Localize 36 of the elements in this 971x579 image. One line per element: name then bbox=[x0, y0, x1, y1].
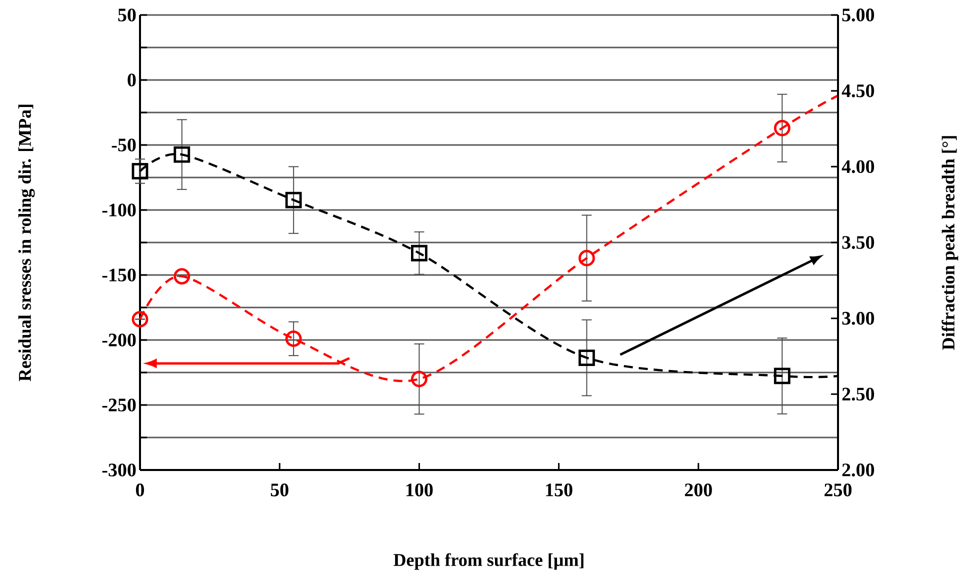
x-tick-label: 50 bbox=[270, 484, 288, 496]
y2-tick-label: 2.50 bbox=[842, 388, 874, 401]
y2-tick-label: 3.00 bbox=[842, 312, 874, 325]
x-tick-label: 200 bbox=[684, 484, 712, 496]
x-tick-label: 100 bbox=[406, 484, 433, 496]
point bbox=[285, 330, 302, 347]
point bbox=[411, 244, 428, 262]
y2-axis-title: Diffraction peak breadth [°] bbox=[942, 136, 958, 350]
x-tick-label: 150 bbox=[546, 484, 572, 496]
x-axis-title: Depth from surface [µm] bbox=[394, 553, 584, 570]
x-tick-label: 250 bbox=[824, 484, 852, 496]
point bbox=[285, 192, 302, 208]
point bbox=[174, 146, 190, 163]
y-tick-label: -300 bbox=[102, 464, 136, 476]
y-axis-title: Residual sresses in roling dir. [MPa] bbox=[18, 104, 35, 382]
y2-tick-label: 4.00 bbox=[842, 160, 874, 174]
y-tick-label: 50 bbox=[118, 8, 136, 22]
y2-tick-label: 5.00 bbox=[842, 8, 874, 22]
y-tick-label: -250 bbox=[102, 398, 136, 412]
point bbox=[774, 368, 790, 384]
y2-tick-label: 3.50 bbox=[842, 236, 874, 249]
x-tick-label: 0 bbox=[136, 484, 144, 496]
point bbox=[174, 268, 190, 284]
y-tick-label: -200 bbox=[102, 334, 136, 346]
y-tick-label: -100 bbox=[102, 204, 136, 216]
point bbox=[132, 163, 148, 180]
y-tick-label: -50 bbox=[112, 138, 136, 152]
point bbox=[578, 350, 595, 366]
y-tick-label: 0 bbox=[128, 74, 136, 86]
point bbox=[578, 250, 595, 266]
y2-tick-label: 2.00 bbox=[842, 464, 874, 476]
point bbox=[411, 370, 428, 388]
y-tick-label: -150 bbox=[102, 268, 136, 282]
point bbox=[774, 120, 790, 136]
point bbox=[132, 311, 148, 328]
y2-tick-label: 4.50 bbox=[842, 84, 874, 98]
